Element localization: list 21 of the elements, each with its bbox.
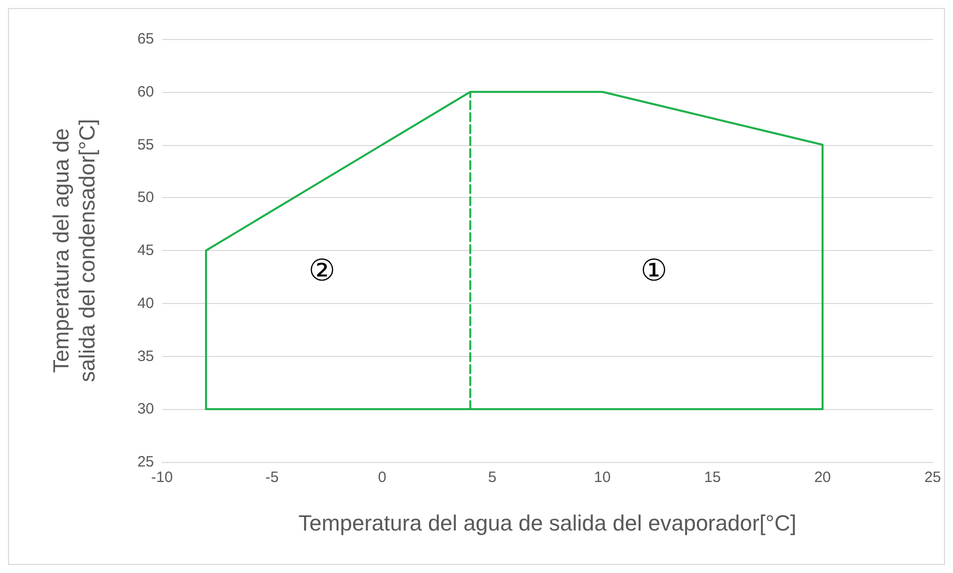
x-tick-label: 20 [814, 469, 831, 486]
y-axis-title: Temperatura del agua de salida del condensador[°C] [48, 118, 100, 382]
y-tick-label: 25 [137, 454, 154, 470]
annotation: ② [308, 254, 336, 288]
y-tick-label: 30 [137, 400, 154, 418]
y-tick-label: 40 [137, 294, 154, 312]
x-tick-label: 25 [924, 469, 941, 486]
x-tick-label: 15 [704, 469, 721, 486]
y-tick-label: 50 [137, 189, 154, 206]
x-axis-title: Temperatura del agua de salida del evaporador[°C] [298, 510, 796, 536]
y-tick-label: 60 [137, 83, 154, 100]
x-tick-label: -5 [265, 469, 279, 486]
y-tick-label: 35 [137, 348, 154, 365]
x-tick-label: 5 [488, 469, 496, 486]
y-tick-label: 45 [137, 242, 154, 259]
x-tick-label: -10 [151, 469, 173, 486]
x-tick-label: 10 [594, 469, 611, 486]
y-tick-label: 55 [137, 136, 154, 154]
y-tick-label: 65 [137, 30, 154, 48]
annotation: ① [640, 254, 668, 288]
x-tick-label: 0 [378, 469, 386, 486]
